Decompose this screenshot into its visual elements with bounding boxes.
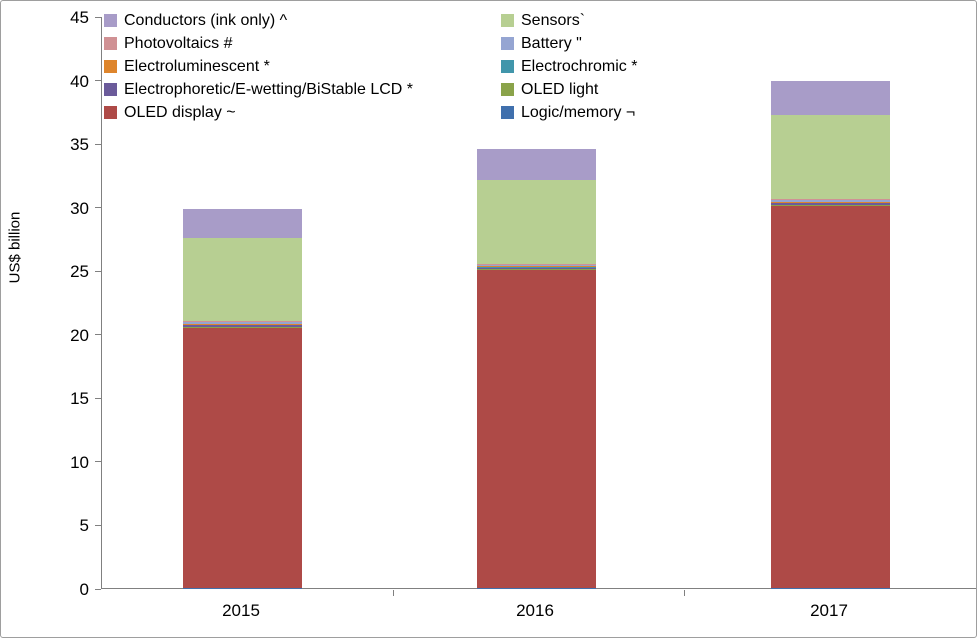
y-axis-tick <box>95 524 101 526</box>
bar-segment-2015-oled-light[interactable] <box>182 326 302 328</box>
y-tick-label: 5 <box>79 516 89 536</box>
bar-segment-2016-sensors[interactable] <box>476 179 596 264</box>
y-tick-label: 35 <box>70 135 89 155</box>
legend-item-oled-light[interactable]: OLED light <box>501 78 637 101</box>
legend-item-sensors[interactable]: Sensors` <box>501 9 637 32</box>
bar-segment-2015-battery[interactable] <box>182 321 302 324</box>
legend-swatch-icon <box>104 37 117 50</box>
legend-swatch-icon <box>104 106 117 119</box>
y-axis-title: US$ billion <box>6 211 24 284</box>
legend-item-electrochromic[interactable]: Electrochromic * <box>501 55 637 78</box>
bar-segment-2017-oled-light[interactable] <box>770 204 890 206</box>
bar-segment-2015-electrophoretic-e-wetting-bistable-lcd[interactable] <box>182 324 302 327</box>
bar-segment-2016-conductors-ink-only[interactable] <box>476 149 596 180</box>
y-axis-tick <box>95 461 101 463</box>
y-tick-label: 25 <box>70 262 89 282</box>
x-tick-label-2017: 2017 <box>810 601 848 620</box>
x-axis-tick <box>392 590 394 596</box>
bar-segment-2015-photovoltaics[interactable] <box>182 321 302 322</box>
bar-segment-2016-oled-display[interactable] <box>476 270 596 588</box>
legend-label: Conductors (ink only) ^ <box>124 11 288 29</box>
legend-swatch-icon <box>104 14 117 27</box>
legend-label: OLED display ~ <box>124 103 236 121</box>
y-tick-label: 30 <box>70 198 89 218</box>
y-tick-label: 0 <box>79 580 89 599</box>
legend-label: Electrochromic * <box>521 57 638 75</box>
legend-column-2: Sensors` Battery " Electrochromic * OLED li… <box>501 9 637 124</box>
y-axis-tick <box>95 16 101 18</box>
bar-segment-2015-oled-display[interactable] <box>182 327 302 588</box>
y-axis-tick <box>95 270 101 272</box>
bar-segment-2016-photovoltaics[interactable] <box>476 263 596 265</box>
y-tick-label: 10 <box>70 452 89 472</box>
bar-segment-2016-oled-light[interactable] <box>476 269 596 271</box>
legend-label: Sensors` <box>521 11 586 29</box>
bar-segment-2015-conductors-ink-only[interactable] <box>182 209 302 239</box>
legend-item-oled-display[interactable]: OLED display ~ <box>104 101 413 124</box>
y-axis-tick <box>95 588 101 590</box>
bar-segment-2015-sensors[interactable] <box>182 238 302 322</box>
bar-segment-2017-sensors[interactable] <box>770 115 890 200</box>
y-axis-tick <box>95 80 101 82</box>
legend-label: OLED light <box>521 80 599 98</box>
bar-segment-2017-conductors-ink-only[interactable] <box>770 80 890 116</box>
legend-item-electrophoretic-e-wetting-bistable-lcd[interactable]: Electrophoretic/E-wetting/BiStable LCD * <box>104 78 413 101</box>
bar-segment-2017-photovoltaics[interactable] <box>770 199 890 200</box>
x-tick-label-2016: 2016 <box>516 601 554 620</box>
y-tick-label: 40 <box>70 71 89 91</box>
bar-segment-2016-battery[interactable] <box>476 264 596 267</box>
legend-swatch-icon <box>501 106 514 119</box>
legend-item-photovoltaics[interactable]: Photovoltaics # <box>104 32 413 55</box>
legend-item-logic-memory[interactable]: Logic/memory ¬ <box>501 101 637 124</box>
y-tick-label: 20 <box>70 325 89 345</box>
bar-segment-2016-electrophoretic-e-wetting-bistable-lcd[interactable] <box>476 266 596 270</box>
legend-label: Electrophoretic/E-wetting/BiStable LCD * <box>124 80 414 98</box>
bar-segment-2017-battery[interactable] <box>770 199 890 202</box>
legend-label: Logic/memory ¬ <box>521 103 636 121</box>
legend-swatch-icon <box>501 83 514 96</box>
y-tick-label: 15 <box>70 389 89 409</box>
x-axis-tick <box>684 590 686 596</box>
y-axis-tick <box>95 207 101 209</box>
legend-swatch-icon <box>501 37 514 50</box>
y-axis-tick <box>95 334 101 336</box>
legend-swatch-icon <box>501 14 514 27</box>
bar-segment-2017-oled-display[interactable] <box>770 205 890 588</box>
bar-segment-2017-electrophoretic-e-wetting-bistable-lcd[interactable] <box>770 202 890 205</box>
legend-item-battery[interactable]: Battery " <box>501 32 637 55</box>
legend-label: Photovoltaics # <box>124 34 233 52</box>
x-tick-label-2015: 2015 <box>222 601 260 620</box>
legend-swatch-icon <box>501 60 514 73</box>
legend-label: Electroluminescent * <box>124 57 270 75</box>
legend-item-electroluminescent[interactable]: Electroluminescent * <box>104 55 413 78</box>
y-tick-label: 45 <box>70 8 89 27</box>
y-axis-tick <box>95 397 101 399</box>
y-axis-tick <box>95 143 101 145</box>
plot-area <box>101 17 976 589</box>
legend-label: Battery " <box>521 34 582 52</box>
legend-column-1: Conductors (ink only) ^ Photovoltaics # El… <box>104 9 413 124</box>
legend-swatch-icon <box>104 60 117 73</box>
legend-item-conductors-ink-only[interactable]: Conductors (ink only) ^ <box>104 9 413 32</box>
legend-swatch-icon <box>104 83 117 96</box>
